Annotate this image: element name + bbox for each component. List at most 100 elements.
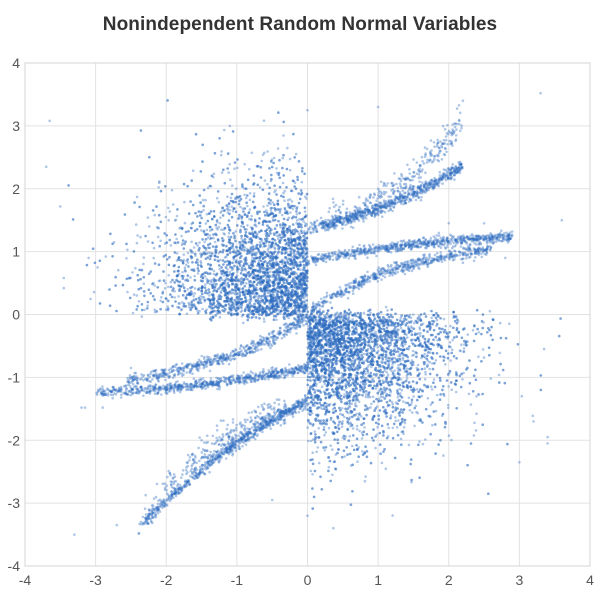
scatter-point <box>450 388 454 392</box>
scatter-point <box>364 393 368 396</box>
scatter-point <box>472 434 476 437</box>
scatter-point <box>322 318 325 321</box>
scatter-point <box>206 279 210 282</box>
scatter-point <box>391 356 395 360</box>
scatter-point <box>229 196 233 200</box>
scatter-point <box>389 389 393 393</box>
scatter-point <box>288 254 292 257</box>
scatter-point <box>266 204 269 207</box>
scatter-point <box>205 277 209 281</box>
scatter-point <box>153 284 156 287</box>
scatter-point <box>173 219 177 222</box>
scatter-point <box>285 258 288 261</box>
scatter-point <box>386 356 390 360</box>
scatter-point <box>234 293 237 296</box>
scatter-point <box>332 460 336 464</box>
scatter-point <box>328 321 332 324</box>
scatter-point <box>446 337 449 340</box>
scatter-point <box>497 373 501 377</box>
scatter-point <box>343 415 346 419</box>
scatter-point <box>309 469 313 473</box>
scatter-point <box>235 166 239 170</box>
scatter-point <box>313 430 317 433</box>
scatter-point <box>204 283 207 286</box>
scatter-point <box>206 219 210 223</box>
scatter-point <box>328 318 331 322</box>
scatter-point <box>223 226 227 230</box>
scatter-point <box>355 428 359 431</box>
scatter-point <box>380 361 384 365</box>
scatter-point <box>363 426 366 429</box>
scatter-point <box>215 226 218 230</box>
scatter-point <box>416 316 420 320</box>
scatter-point <box>393 369 396 373</box>
scatter-point <box>181 270 184 274</box>
scatter-point <box>278 312 282 315</box>
data-points <box>44 91 564 536</box>
scatter-point <box>235 309 238 312</box>
scatter-point <box>170 188 174 192</box>
scatter-point <box>277 244 281 248</box>
scatter-point <box>246 204 249 208</box>
scatter-point <box>219 284 223 287</box>
plot-frame <box>24 62 591 567</box>
scatter-point <box>384 467 388 471</box>
scatter-point <box>386 404 390 408</box>
scatter-point <box>360 437 364 440</box>
scatter-point <box>157 186 160 189</box>
scatter-point <box>248 192 252 195</box>
scatter-point <box>226 195 229 199</box>
scatter-point <box>178 227 181 230</box>
scatter-point <box>411 349 415 353</box>
scatter-point <box>262 119 266 122</box>
scatter-point <box>224 277 228 280</box>
scatter-point <box>314 318 318 322</box>
scatter-point <box>432 378 436 381</box>
scatter-point <box>343 321 346 324</box>
scatter-point <box>363 479 367 483</box>
scatter-point <box>357 365 361 369</box>
scatter-point <box>251 230 254 234</box>
scatter-point <box>255 244 259 248</box>
scatter-point <box>362 352 366 356</box>
scatter-point <box>326 387 330 391</box>
scatter-point <box>412 395 415 398</box>
scatter-point <box>279 302 283 306</box>
scatter-point <box>351 318 354 321</box>
scatter-point <box>262 205 265 208</box>
scatter-point <box>219 216 222 219</box>
scatter-point <box>372 328 375 332</box>
scatter-point <box>241 301 245 304</box>
scatter-point <box>219 290 223 294</box>
scatter-point <box>402 330 405 333</box>
scatter-point <box>303 210 307 213</box>
scatter-point <box>269 232 273 235</box>
scatter-point <box>167 219 170 222</box>
scatter-point <box>266 182 269 186</box>
scatter-point <box>228 279 231 283</box>
scatter-point <box>299 304 302 308</box>
scatter-point <box>356 353 360 357</box>
scatter-point <box>429 403 433 406</box>
scatter-point <box>407 396 411 400</box>
scatter-point <box>333 314 337 318</box>
scatter-point <box>447 406 450 410</box>
scatter-point <box>317 427 321 430</box>
scatter-point <box>310 330 314 334</box>
scatter-point <box>206 186 210 190</box>
scatter-point <box>208 305 211 309</box>
scatter-point <box>332 374 335 378</box>
scatter-point <box>169 244 173 247</box>
scatter-point <box>230 205 234 208</box>
scatter-point <box>424 373 428 376</box>
scatter-point <box>164 281 167 285</box>
scatter-point <box>419 319 422 323</box>
scatter-point <box>272 156 276 160</box>
chart-title: Nonindependent Random Normal Variables <box>102 14 498 35</box>
scatter-point <box>204 198 207 202</box>
scatter-point <box>386 309 389 312</box>
scatter-point <box>208 234 212 237</box>
scatter-point <box>355 404 358 408</box>
scatter-point <box>171 203 175 206</box>
